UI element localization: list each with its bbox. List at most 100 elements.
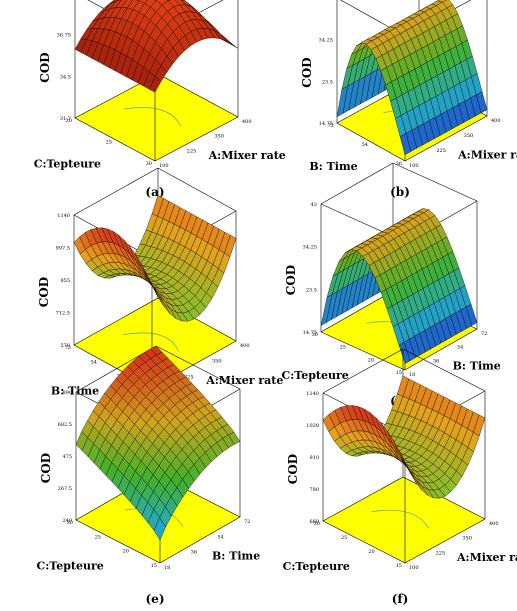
z-tick-label: 660: [309, 519, 319, 525]
z-tick-label: 475: [62, 454, 72, 460]
right-axis-tick: 72: [244, 519, 250, 525]
left-axis-title: C:Tepteure: [283, 560, 350, 573]
z-tick-label: 240: [62, 518, 72, 524]
left-axis-tick: 25: [340, 345, 346, 351]
surface-mesh: [75, 345, 241, 541]
left-axis-tick: 30: [314, 521, 320, 527]
right-axis-tick: 225: [184, 374, 194, 380]
z-axis-title: COD: [37, 277, 51, 307]
surface-mesh: [336, 0, 488, 156]
z-axis-title: COD: [286, 454, 300, 484]
z-tick-label: 14.75: [319, 121, 333, 127]
left-axis-tick: 20: [368, 549, 374, 555]
left-axis-tick: 20: [66, 118, 72, 124]
right-axis-title: B: Time: [453, 359, 501, 372]
z-tick-label: 43: [327, 0, 333, 2]
z-axis-title: COD: [38, 52, 52, 82]
panel-label: (b): [390, 185, 410, 199]
z-tick-label: 910: [309, 455, 319, 461]
box-edge: [402, 348, 486, 392]
right-axis-tick: 36: [433, 358, 439, 364]
right-axis-tick: 350: [214, 134, 224, 140]
left-axis-tick: 25: [95, 534, 101, 540]
z-tick-label: 23.5: [322, 79, 333, 85]
z-tick-label: 997.5: [56, 246, 70, 252]
surface-plot-3: 1140997.5855712.557072543618100225350400…: [37, 167, 283, 408]
z-tick-label: 780: [309, 487, 319, 493]
right-axis-title: A:Mixer rate: [208, 149, 286, 162]
surface-cell: [398, 341, 411, 364]
box-edge: [157, 167, 237, 212]
z-tick-label: 682.5: [58, 422, 72, 428]
left-axis-tick: 36: [396, 161, 402, 167]
right-axis-tick: 18: [409, 372, 415, 378]
z-tick-label: 34.5: [60, 74, 71, 80]
z-tick-label: 267.5: [58, 486, 72, 492]
z-axis-title: COD: [300, 57, 314, 87]
right-axis-tick: 225: [187, 148, 197, 154]
right-axis-tick: 225: [436, 550, 446, 556]
right-axis-tick: 36: [191, 550, 197, 556]
surface-mesh: [320, 208, 478, 364]
left-axis-tick: 30: [312, 332, 318, 338]
surface-mesh: [74, 0, 239, 93]
surface-plot-1: 39.836.7534.531.7202530100225350400CODC:…: [34, 0, 286, 199]
floor-contour: [123, 332, 180, 352]
left-axis-title: B: Time: [51, 384, 99, 397]
surface-cell: [153, 517, 166, 541]
left-axis-tick: 54: [362, 142, 368, 148]
z-tick-label: 855: [60, 278, 70, 284]
right-axis-tick: 400: [242, 119, 252, 125]
left-axis-title: C:Tepteure: [36, 559, 103, 572]
right-axis-tick: 225: [436, 148, 446, 154]
surface-mesh: [322, 375, 486, 499]
box-edge: [155, 345, 241, 390]
z-tick-label: 34.25: [319, 38, 333, 44]
z-axis-title: COD: [284, 265, 298, 295]
z-tick-label: 31.7: [60, 116, 71, 122]
box-edge: [322, 348, 404, 394]
box-edge: [320, 162, 394, 205]
panel-label: (e): [146, 592, 165, 606]
panel-label: (a): [145, 185, 164, 199]
left-axis-tick: 30: [146, 161, 152, 167]
z-tick-label: 1140: [57, 213, 70, 219]
left-axis-tick: 15: [151, 563, 157, 569]
z-axis-title: COD: [39, 453, 53, 483]
panel-label: (f): [392, 592, 409, 606]
right-axis-title: B: Time: [212, 550, 260, 563]
z-tick-label: 1140: [306, 391, 319, 397]
left-axis-tick: 20: [123, 549, 129, 555]
floor-contour: [124, 107, 181, 127]
left-axis-title: C:Tepteure: [34, 157, 101, 170]
floor-contour: [371, 509, 429, 529]
z-tick-label: 890: [62, 390, 72, 396]
right-axis-tick: 400: [491, 118, 501, 124]
right-axis-tick: 350: [212, 359, 222, 365]
right-axis-tick: 400: [489, 521, 499, 527]
left-axis-tick: 25: [106, 140, 112, 146]
z-tick-label: 712.5: [56, 311, 70, 317]
box-edge: [392, 162, 478, 202]
z-tick-label: 1020: [306, 423, 319, 429]
left-axis-tick: 54: [91, 359, 97, 365]
surface-cell: [398, 450, 411, 474]
left-axis-tick: 30: [67, 520, 73, 526]
surface-mesh: [73, 195, 237, 322]
left-axis-tick: 15: [396, 370, 402, 376]
z-tick-label: 14.75: [303, 330, 317, 336]
surface-cell: [146, 273, 159, 298]
right-axis-tick: 72: [481, 331, 487, 337]
right-axis-title: A:Mixer rate: [457, 148, 517, 161]
surface-cell: [149, 76, 162, 93]
z-tick-label: 23.5: [306, 287, 317, 293]
right-axis-tick: 100: [409, 163, 419, 169]
right-axis-tick: 54: [457, 345, 463, 351]
left-axis-tick: 15: [396, 563, 402, 569]
left-axis-title: C:Tepteure: [281, 369, 348, 382]
right-axis-title: A:Mixer rate: [456, 551, 517, 564]
